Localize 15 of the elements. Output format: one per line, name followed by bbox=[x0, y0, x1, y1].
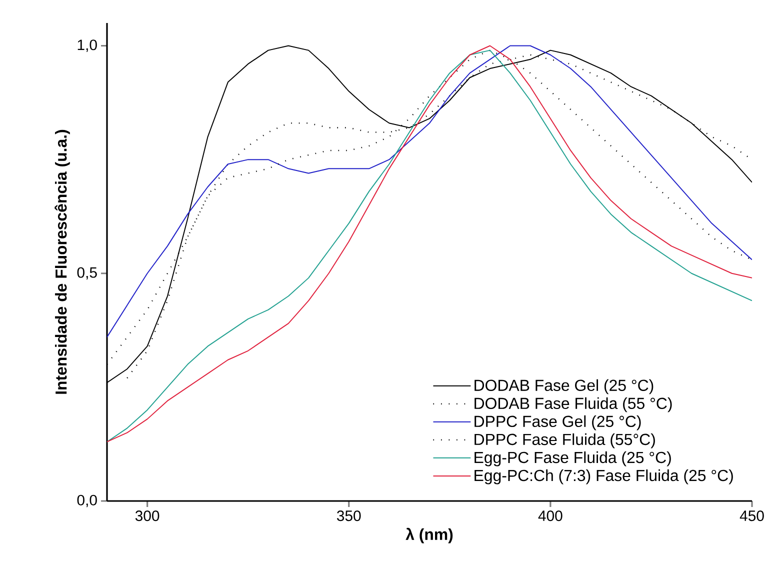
x-tick-label: 350 bbox=[336, 510, 361, 522]
legend-label: DODAB Fase Gel (25 °C) bbox=[474, 379, 654, 394]
legend-label: DODAB Fase Fluida (55 °C) bbox=[474, 397, 672, 412]
x-tick-label: 300 bbox=[135, 510, 160, 522]
y-axis-title: Intensidade de Fluorescência (u.a.) bbox=[54, 130, 70, 394]
y-tick-label: 0,5 bbox=[77, 267, 97, 280]
legend-label: DPPC Fase Fluida (55°C) bbox=[474, 433, 655, 448]
legend-label: Egg-PC:Ch (7:3) Fase Fluida (25 °C) bbox=[474, 469, 733, 484]
legend-label: DPPC Fase Gel (25 °C) bbox=[474, 415, 641, 430]
y-tick-label: 0,0 bbox=[77, 494, 97, 508]
x-tick-label: 400 bbox=[538, 510, 562, 522]
y-tick-label: 1,0 bbox=[78, 40, 97, 52]
legend-label: Egg-PC Fase Fluida (25 °C) bbox=[474, 451, 671, 466]
x-axis-title: λ (nm) bbox=[406, 528, 453, 544]
x-tick-label: 450 bbox=[740, 510, 764, 522]
